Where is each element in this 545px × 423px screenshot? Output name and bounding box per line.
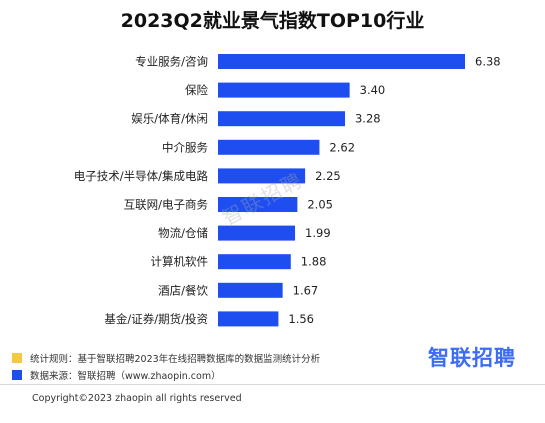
category-label: 物流/仓储 [158,226,208,240]
value-label: 1.99 [305,226,331,240]
category-label: 电子技术/半导体/集成电路 [74,169,209,183]
category-label: 保险 [185,83,208,97]
category-label: 基金/证券/期货/投资 [104,312,208,326]
data-source-note: 数据来源：智联招聘（www.zhaopin.com） [12,368,221,382]
bar [218,82,350,98]
bar-chart: 专业服务/咨询 6.38 保险 3.40 娱乐/体育/休闲 3.28 中介服务 2.62 电子技… [74,54,501,327]
bar [218,311,279,327]
value-label: 1.67 [293,283,319,297]
value-label: 6.38 [475,55,501,69]
value-label: 2.62 [329,140,355,154]
category-label: 酒店/餐饮 [158,283,208,297]
chart-title: 2023Q2就业景气指数TOP10行业 [120,10,425,32]
copyright-text: Copyright©2023 zhaopin all rights reserv… [32,393,242,404]
value-label: 3.28 [355,112,381,126]
bar [218,197,298,212]
value-label: 1.88 [301,255,327,269]
rule-swatch-icon [12,353,22,363]
value-label: 3.40 [360,83,386,97]
bar [218,111,345,127]
value-label: 2.05 [307,198,333,212]
category-label: 专业服务/咨询 [135,55,208,69]
category-label: 互联网/电子商务 [124,198,209,212]
category-label: 中介服务 [162,140,208,154]
category-label: 计算机软件 [151,255,209,269]
data-source-text: 数据来源：智联招聘（www.zhaopin.com） [30,371,221,382]
statistics-rule-note: 统计规则：基于智联招聘2023年在线招聘数据库的数据监测统计分析 [12,351,320,365]
category-label: 娱乐/体育/休闲 [131,112,208,126]
value-label: 1.56 [288,312,314,326]
bar [218,225,296,241]
bar [218,54,465,69]
zhaopin-logo: 智联招聘 [428,346,516,370]
value-label: 2.25 [315,169,341,183]
bar [218,168,306,184]
statistics-rule-text: 统计规则：基于智联招聘2023年在线招聘数据库的数据监测统计分析 [30,354,321,365]
footer-divider [0,384,545,385]
bar [218,282,283,298]
bars-layer: 专业服务/咨询 6.38 保险 3.40 娱乐/体育/休闲 3.28 中介服务 2.62 电子技… [74,54,501,327]
source-swatch-icon [12,370,22,380]
bar [218,139,320,155]
bar [218,254,291,270]
